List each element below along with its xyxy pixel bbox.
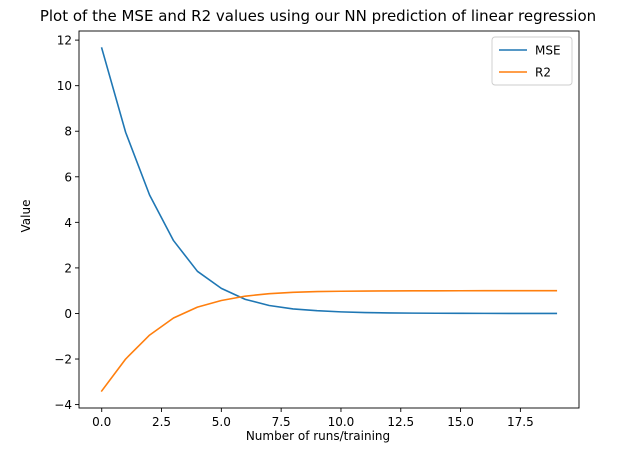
x-tick-label: 5.0 [212, 415, 231, 429]
chart-title: Plot of the MSE and R2 values using our … [40, 7, 596, 25]
x-tick-label: 7.5 [272, 415, 291, 429]
x-axis-label: Number of runs/training [246, 429, 390, 443]
series-line-r2 [100, 289, 558, 393]
y-tick-label: 10 [57, 79, 72, 93]
y-tick-label: 2 [64, 261, 72, 275]
legend-label-mse: MSE [535, 44, 561, 58]
y-tick-label: 8 [64, 125, 72, 139]
y-axis-label: Value [19, 200, 33, 233]
y-tick-label: −4 [54, 398, 72, 412]
y-tick-label: 4 [64, 216, 72, 230]
x-tick-label: 17.5 [507, 415, 534, 429]
plot-area: 0.0 2.5 5.0 7.5 10.0 12.5 15.0 17.5 −4 −2 0 2 4 6 8 10 1… [54, 30, 580, 429]
y-tick-label: 6 [64, 170, 72, 184]
legend-label-r2: R2 [535, 66, 551, 80]
legend-box [491, 36, 573, 86]
x-tick-label: 10.0 [328, 415, 355, 429]
x-tick-label: 12.5 [387, 415, 414, 429]
y-tick-label: 12 [57, 34, 72, 48]
plot-frame [78, 30, 580, 409]
x-tick-label: 0.0 [92, 415, 111, 429]
y-tick-label: −2 [54, 353, 72, 367]
series-line-mse [100, 47, 558, 315]
x-tick-label: 2.5 [152, 415, 171, 429]
x-tick-label: 15.0 [447, 415, 474, 429]
y-tick-label: 0 [64, 307, 72, 321]
